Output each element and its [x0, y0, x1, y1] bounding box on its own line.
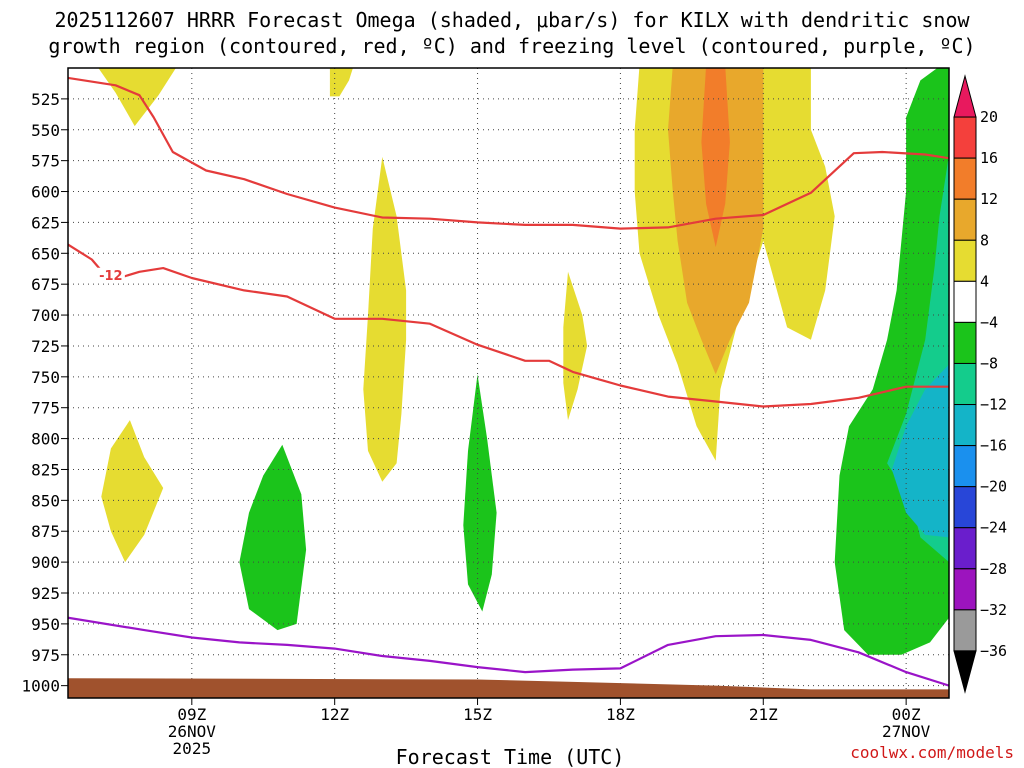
colorbar-bin	[953, 157, 977, 200]
colorbar-label: 4	[980, 272, 989, 290]
x-tick-label: 27NOV	[882, 722, 931, 741]
colorbar-bin	[953, 321, 977, 364]
y-tick-label: 700	[31, 306, 60, 325]
colorbar-label: −36	[980, 642, 1007, 660]
contour-labels: -12	[96, 267, 125, 284]
chart-title-line1: 2025112607 HRRR Forecast Omega (shaded, …	[54, 8, 970, 32]
plot-area	[98, 68, 949, 655]
contour-label: -12	[99, 269, 123, 284]
dgz-minus-12-lower	[68, 243, 949, 408]
y-tick-label: 950	[31, 615, 60, 634]
colorbar-bin	[953, 239, 977, 282]
y-tick-label: 975	[31, 646, 60, 665]
colorbar-bin	[953, 609, 977, 652]
y-tick-label: 900	[31, 553, 60, 572]
colorbar-bin	[953, 650, 977, 694]
y-axis-ticks: 525 550 575 600 625 650 675 700 725 750 775 800 825 8…	[21, 90, 68, 696]
omega-pos-4-b	[329, 68, 353, 97]
colorbar-bin	[953, 527, 977, 570]
x-axis-label: Forecast Time (UTC)	[396, 745, 625, 768]
y-tick-label: 525	[31, 90, 60, 109]
y-tick-label: 925	[31, 584, 60, 603]
colorbar-label: −24	[980, 519, 1007, 537]
colorbar-label: −4	[980, 313, 998, 331]
omega-neg-4-b	[463, 374, 497, 612]
colorbar-label: 12	[980, 190, 998, 208]
plot-frame	[67, 67, 950, 699]
x-tick-label: 09Z	[177, 705, 206, 724]
omega-pos-12	[701, 68, 730, 248]
y-tick-label: 750	[31, 368, 60, 387]
chart-title-line2: growth region (contoured, red, ºC) and f…	[48, 34, 975, 58]
contour-label-bg	[96, 267, 125, 282]
colorbar-bin	[953, 568, 977, 611]
colorbar: 20 16 12 8 4 −4 −8 −12 −16 −20 −24 −28 −32 −36	[953, 74, 1007, 694]
y-tick-label: 775	[31, 399, 60, 418]
colorbar-bin	[953, 116, 977, 159]
colorbar-label: −28	[980, 560, 1007, 578]
y-tick-label: 825	[31, 460, 60, 479]
y-tick-label: 850	[31, 491, 60, 510]
omega-pos-4-c	[101, 420, 164, 563]
colorbar-label: 16	[980, 149, 998, 167]
y-tick-label: 625	[31, 213, 60, 232]
omega-neg-12	[891, 364, 949, 538]
y-tick-label: 600	[31, 183, 60, 202]
x-tick-label: 15Z	[463, 705, 492, 724]
colorbar-bin	[953, 198, 977, 241]
contour-lines	[68, 76, 949, 687]
x-tick-label: 2025	[173, 739, 212, 758]
colorbar-bin	[953, 445, 977, 488]
colorbar-bin	[953, 280, 977, 323]
x-tick-label: 12Z	[320, 705, 349, 724]
omega-pos-4-e	[563, 271, 588, 421]
colorbar-label: 8	[980, 231, 989, 249]
y-tick-label: 650	[31, 244, 60, 263]
x-tick-label: 18Z	[606, 705, 635, 724]
colorbar-label: −8	[980, 354, 998, 372]
omega-neg-4-a	[239, 444, 307, 631]
credit-text: coolwx.com/models	[850, 743, 1014, 762]
x-tick-label: 21Z	[749, 705, 778, 724]
colorbar-label: −32	[980, 601, 1007, 619]
colorbar-bin	[953, 404, 977, 447]
colorbar-label: −20	[980, 478, 1007, 496]
omega-pos-4-a	[98, 68, 176, 127]
y-tick-label: 575	[31, 152, 60, 171]
colorbar-bin	[953, 486, 977, 529]
colorbar-label: −16	[980, 437, 1007, 455]
colorbar-label: −12	[980, 396, 1007, 414]
x-tick-label: 00Z	[892, 705, 921, 724]
y-tick-label: 800	[31, 430, 60, 449]
dgz-minus-12-upper	[68, 76, 949, 230]
colorbar-label: 20	[980, 108, 998, 126]
terrain-layer	[68, 678, 949, 698]
ground-surface	[68, 678, 949, 698]
y-tick-label: 550	[31, 121, 60, 140]
y-tick-label: 675	[31, 275, 60, 294]
colorbar-bin	[953, 362, 977, 406]
x-tick-label: 26NOV	[168, 722, 217, 741]
freezing-level	[68, 616, 949, 687]
y-tick-label: 1000	[21, 677, 60, 696]
y-tick-label: 725	[31, 337, 60, 356]
y-tick-label: 875	[31, 522, 60, 541]
